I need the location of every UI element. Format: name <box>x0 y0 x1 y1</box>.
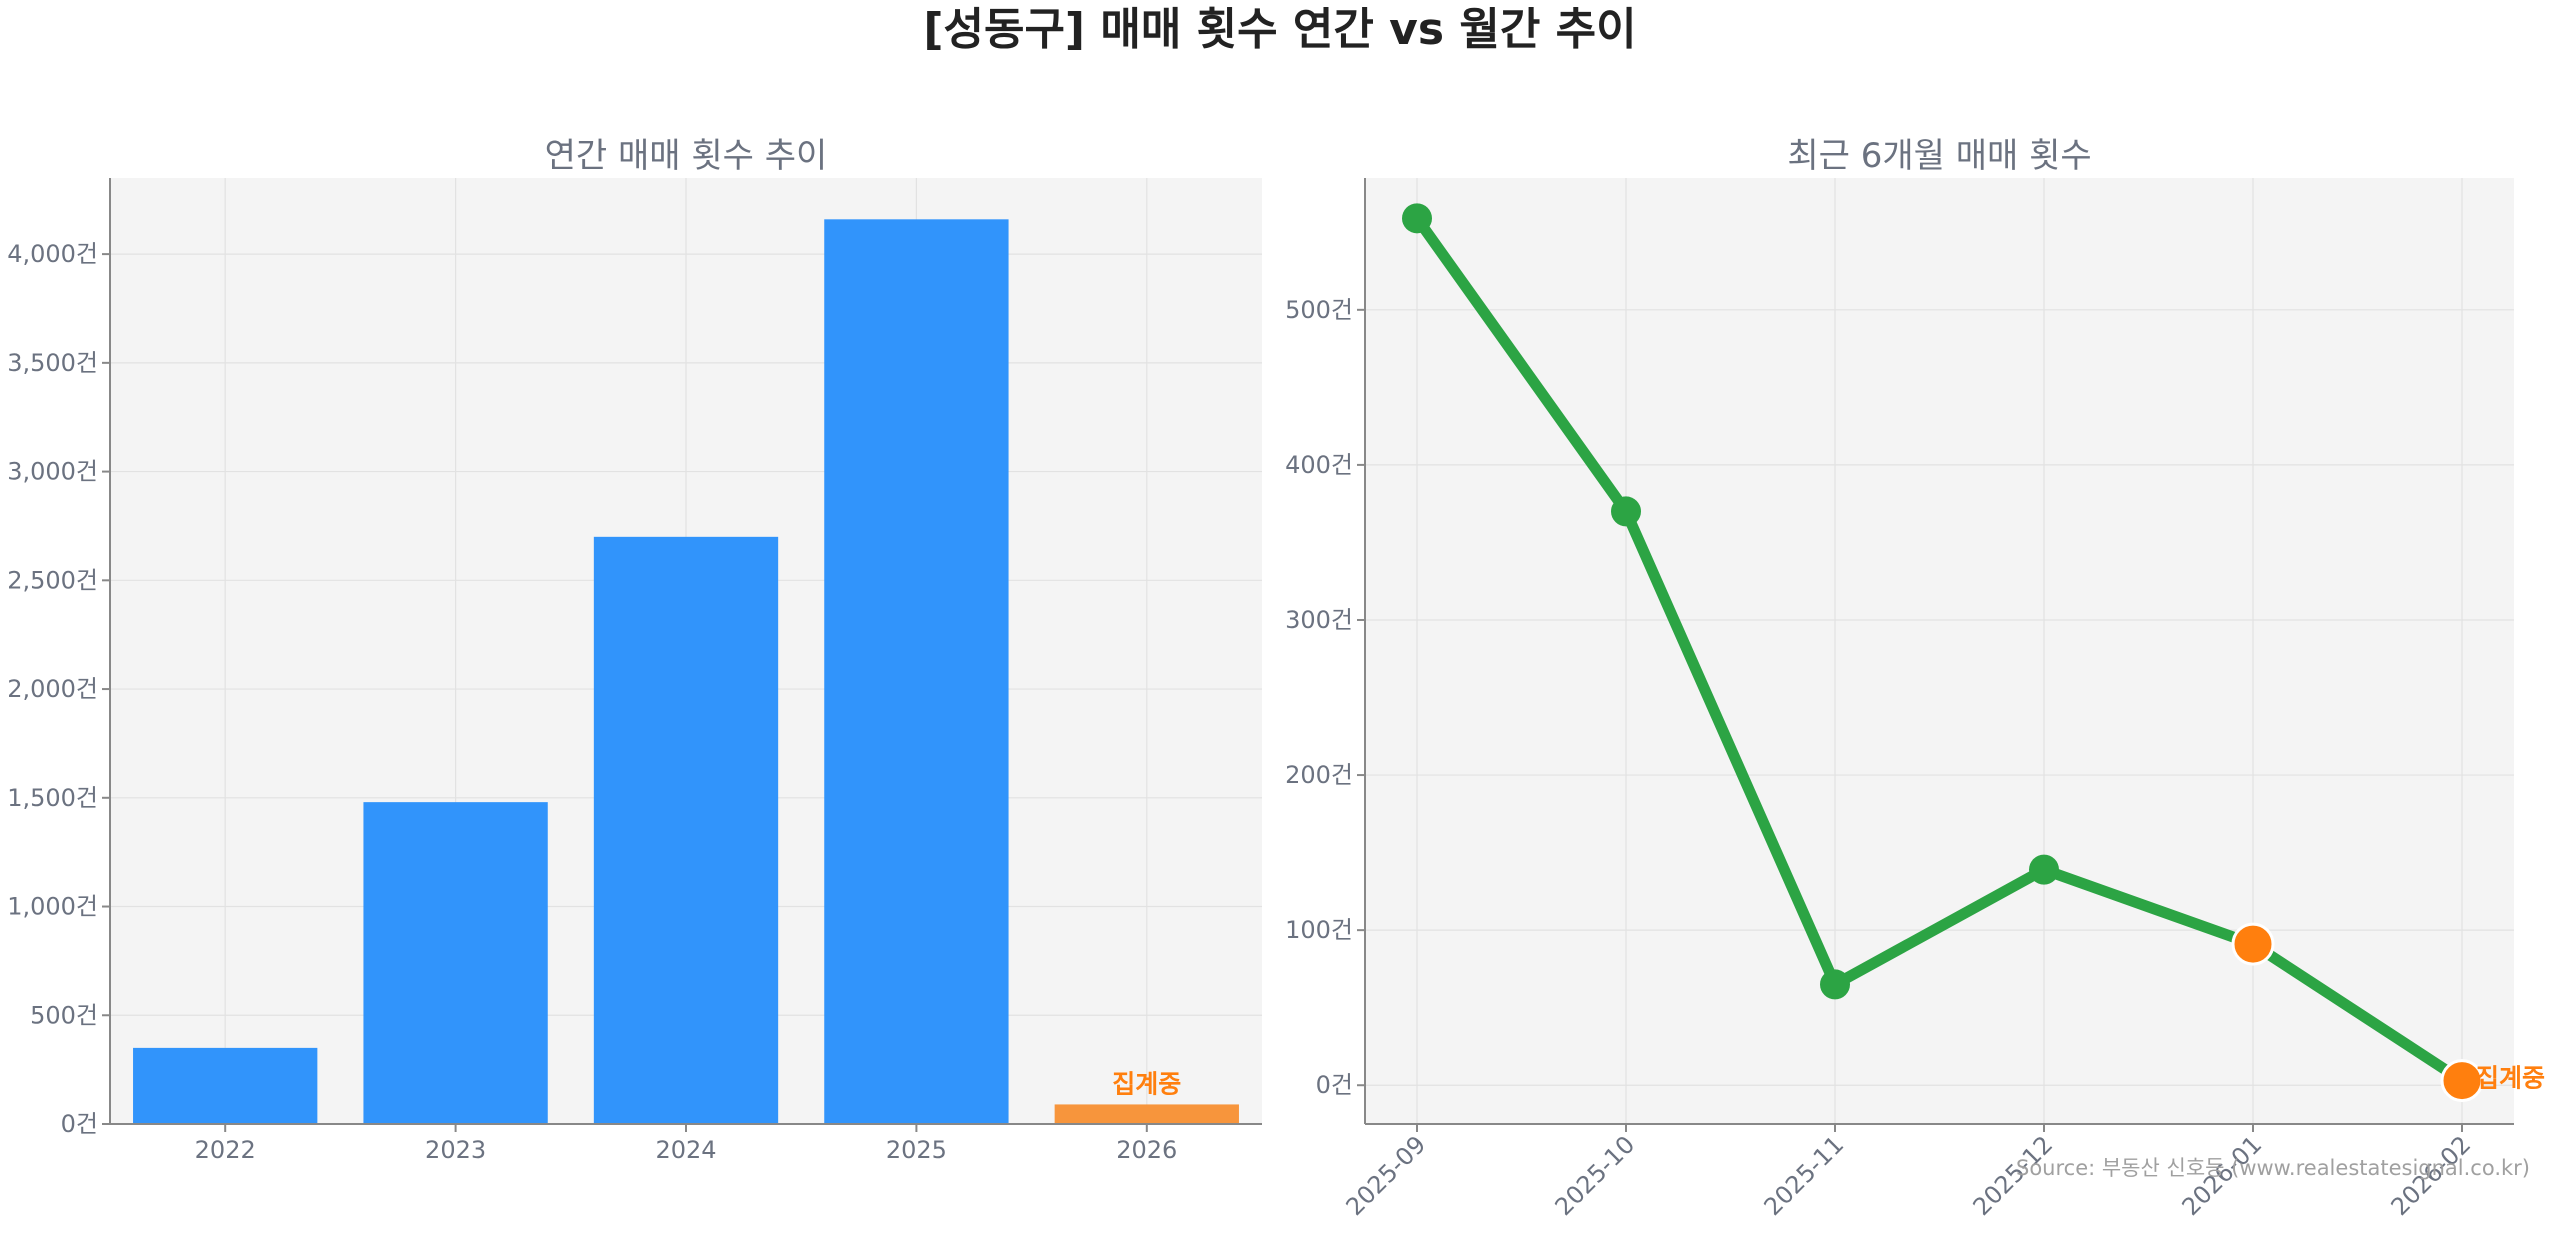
point <box>1820 969 1850 1000</box>
source-credit: Source: 부동산 신호등 (www.realestatesignal.co… <box>2016 1156 2530 1180</box>
annual-chart-title: 연간 매매 횟수 추이 <box>545 136 828 176</box>
monthly-gridlines <box>1365 178 2514 1124</box>
figure-title: [성동구] 매매 횟수 연간 vs 월간 추이 <box>923 4 1636 55</box>
annual-y-tick-label: 500건 <box>30 1001 98 1029</box>
annual-y-tick-label: 3,000건 <box>7 458 98 486</box>
annual-x-tick-label: 2023 <box>425 1136 486 1164</box>
point-pending <box>2440 1059 2484 1103</box>
monthly-plot-area <box>1365 178 2514 1124</box>
monthly-chart-title: 최근 6개월 매매 횟수 <box>1787 136 2091 176</box>
monthly-series-line <box>1411 212 2468 1087</box>
monthly-points <box>1402 203 2484 1103</box>
annual-x-tick-label: 2024 <box>655 1136 716 1164</box>
annual-y-tick-label: 2,000건 <box>7 675 98 703</box>
annual-bar-chart: 0건 500건 1,000건 1,500건 2,000건 2,500건 3,000건 3,50… <box>7 136 1262 1164</box>
annual-y-tick-label: 3,500건 <box>7 349 98 377</box>
annual-x-tick-labels: 2022 2023 2024 2025 2026 <box>195 1124 1177 1164</box>
annual-y-tick-labels: 0건 500건 1,000건 1,500건 2,000건 2,500건 3,000건 3,50… <box>7 240 110 1138</box>
annual-bars <box>133 219 1239 1125</box>
annual-pending-label: 집계중 <box>1112 1069 1181 1098</box>
monthly-x-tick-label: 2025-09 <box>1341 1130 1432 1221</box>
annual-y-tick-label: 1,500건 <box>7 784 98 812</box>
monthly-pending-label: 집계중 <box>2476 1064 2545 1093</box>
monthly-y-tick-label: 200건 <box>1285 761 1353 789</box>
monthly-x-tick-label: 2025-10 <box>1550 1130 1641 1221</box>
annual-y-tick-label: 2,500건 <box>7 566 98 594</box>
annual-y-tick-label: 0건 <box>61 1110 98 1138</box>
bar-pending <box>1054 1104 1239 1124</box>
annual-x-tick-label: 2022 <box>195 1136 256 1164</box>
monthly-x-tick-label: 2025-11 <box>1759 1130 1850 1221</box>
annual-y-tick-label: 4,000건 <box>7 240 98 268</box>
bar <box>593 536 779 1124</box>
bar <box>824 219 1009 1125</box>
point <box>1402 203 1432 234</box>
annual-y-tick-label: 1,000건 <box>7 893 98 921</box>
monthly-y-tick-label: 400건 <box>1285 451 1353 479</box>
monthly-y-tick-label: 0건 <box>1316 1071 1353 1099</box>
monthly-y-tick-labels: 0건 100건 200건 300건 400건 500건 <box>1285 296 1365 1099</box>
point-pending <box>2231 922 2275 966</box>
bar <box>363 802 548 1124</box>
monthly-y-tick-label: 300건 <box>1285 606 1353 634</box>
annual-x-tick-label: 2026 <box>1116 1136 1177 1164</box>
monthly-y-tick-label: 500건 <box>1285 296 1353 324</box>
bar <box>133 1047 318 1124</box>
monthly-y-tick-label: 100건 <box>1285 916 1353 944</box>
annual-x-tick-label: 2025 <box>886 1136 947 1164</box>
point <box>1611 496 1641 527</box>
monthly-line-chart: 0건 100건 200건 300건 400건 500건 2025-09 2025-10 202… <box>1285 136 2545 1221</box>
point <box>2029 854 2059 885</box>
monthly-axes <box>1364 178 2514 1125</box>
